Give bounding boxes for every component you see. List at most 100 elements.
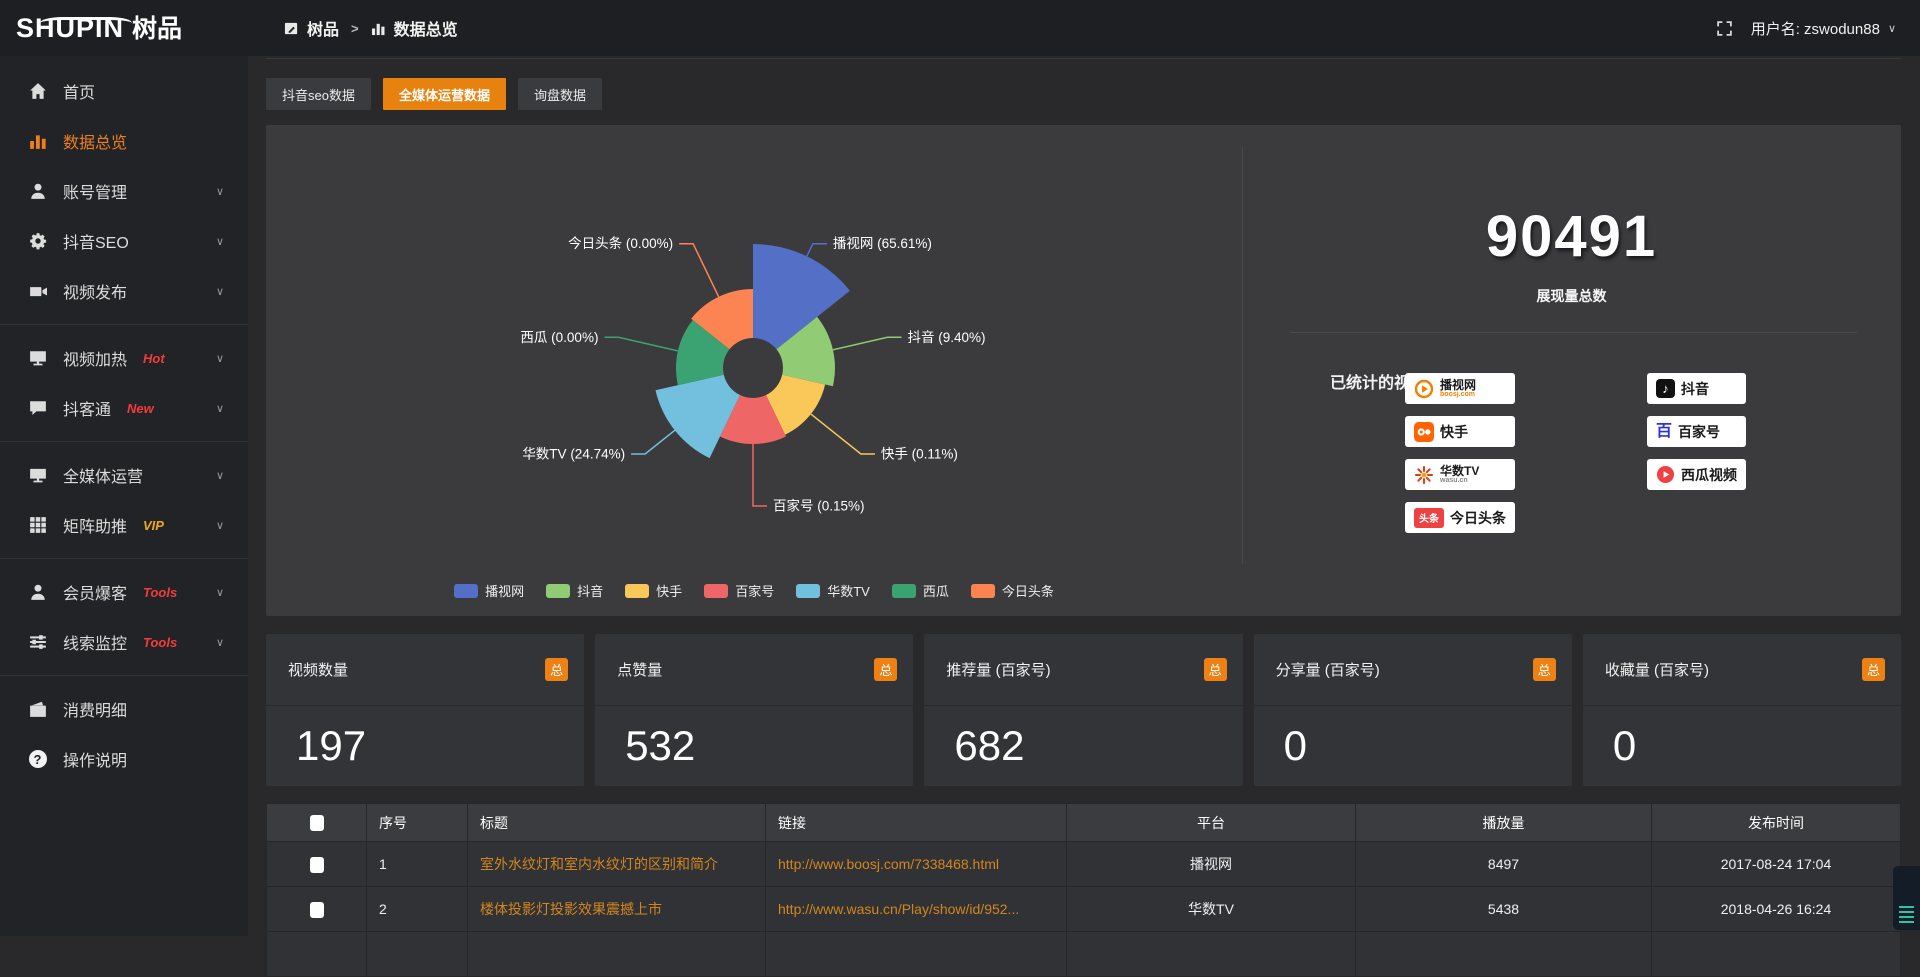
- sidebar-item-label: 视频加热: [63, 346, 127, 370]
- legend-swatch: [796, 584, 820, 598]
- breadcrumb-root[interactable]: 树品: [307, 16, 339, 40]
- douyin-logo-icon: ♪: [1656, 379, 1675, 398]
- legend-item-今日头条[interactable]: 今日头条: [971, 581, 1054, 600]
- pie-label-line: [631, 430, 675, 454]
- rose-chart-svg: 播视网 (65.61%)抖音 (9.40%)快手 (0.11%)百家号 (0.1…: [266, 125, 1242, 616]
- pie-label-line: [811, 414, 875, 454]
- cell-title-link[interactable]: 楼体投影灯投影效果震撼上市: [480, 901, 662, 917]
- sidebar-item-账号管理[interactable]: 账号管理∨: [0, 166, 248, 216]
- cell-link-link[interactable]: http://www.wasu.cn/Play/show/id/952...: [778, 901, 1019, 917]
- platform-badges-right: ♪抖音百百家号西瓜视频: [1647, 373, 1746, 490]
- column-header-标题: 标题: [468, 804, 766, 842]
- cell-index: [367, 932, 468, 977]
- stat-card-header: 推荐量 (百家号)总: [924, 634, 1242, 706]
- chevron-down-icon[interactable]: ∨: [1888, 22, 1896, 35]
- sidebar-item-视频发布[interactable]: 视频发布∨: [0, 266, 248, 316]
- grid-icon: [28, 516, 47, 535]
- stat-card-title: 点赞量: [617, 659, 662, 680]
- tab-询盘数据[interactable]: 询盘数据: [518, 78, 602, 110]
- chevron-down-icon: ∨: [216, 586, 224, 599]
- chart-legend: 播视网 抖音 快手 百家号 华数TV 西瓜 今日头条: [266, 581, 1242, 600]
- platform-badge-抖音: ♪抖音: [1647, 373, 1746, 404]
- sidebar-item-首页[interactable]: 首页: [0, 66, 248, 116]
- column-header-发布时间: 发布时间: [1652, 804, 1901, 842]
- cell-link-link[interactable]: http://www.boosj.com/7338468.html: [778, 856, 999, 872]
- table-header-row: 序号标题链接平台播放量发布时间: [267, 804, 1901, 842]
- stat-card-分享量 (百家号): 分享量 (百家号)总0: [1254, 634, 1572, 786]
- app-logo[interactable]: SHUPIN 树品: [0, 15, 248, 42]
- row-checkbox[interactable]: [310, 857, 324, 873]
- sidebar-item-badge: New: [127, 401, 154, 416]
- monitor-icon: [28, 349, 47, 368]
- table-body: 1 室外水纹灯和室内水纹灯的区别和简介 http://www.boosj.com/7…: [267, 842, 1901, 977]
- help-icon: ?: [29, 750, 47, 768]
- logo-text-cn: 树品: [132, 17, 182, 42]
- tab-全媒体运营数据[interactable]: 全媒体运营数据: [383, 78, 506, 110]
- cell-time: 2018-04-26 16:24: [1652, 887, 1901, 932]
- cell-title-link[interactable]: 室外水纹灯和室内水纹灯的区别和简介: [480, 856, 718, 872]
- legend-label: 华数TV: [827, 581, 870, 600]
- stat-card-value: 532: [595, 706, 913, 770]
- sidebar-item-数据总览[interactable]: 数据总览: [0, 116, 248, 166]
- username[interactable]: 用户名: zswodun88: [1751, 18, 1880, 39]
- row-checkbox[interactable]: [310, 902, 324, 918]
- cell-index: 2: [367, 887, 468, 932]
- sidebar-item-全媒体运营[interactable]: 全媒体运营∨: [0, 450, 248, 500]
- pie-label: 百家号 (0.15%): [773, 498, 865, 514]
- tab-抖音seo数据[interactable]: 抖音seo数据: [266, 78, 371, 110]
- legend-item-西瓜[interactable]: 西瓜: [892, 581, 949, 600]
- sidebar-divider: [0, 675, 248, 676]
- fullscreen-icon[interactable]: [1716, 20, 1733, 37]
- legend-item-播视网[interactable]: 播视网: [454, 581, 524, 600]
- cell-link: http://www.wasu.cn/Play/show/id/952...: [766, 887, 1067, 932]
- legend-item-华数TV[interactable]: 华数TV: [796, 581, 870, 600]
- pie-slice-华数TV[interactable]: [656, 375, 741, 458]
- platform-name: 快手: [1440, 422, 1468, 442]
- legend-item-百家号[interactable]: 百家号: [704, 581, 774, 600]
- floating-widget[interactable]: [1893, 866, 1920, 930]
- sidebar-divider: [0, 441, 248, 442]
- legend-item-抖音[interactable]: 抖音: [546, 581, 603, 600]
- platform-badge-今日头条: 头条今日头条: [1405, 502, 1515, 533]
- legend-label: 快手: [656, 581, 682, 600]
- sidebar-item-label: 消费明细: [63, 697, 127, 721]
- total-badge: 总: [1204, 658, 1227, 681]
- platform-badge-百家号: 百百家号: [1647, 416, 1746, 447]
- chevron-down-icon: ∨: [216, 636, 224, 649]
- sidebar-divider: [0, 558, 248, 559]
- chevron-down-icon: ∨: [216, 402, 224, 415]
- sidebar-item-操作说明[interactable]: ?操作说明: [0, 734, 248, 784]
- legend-label: 抖音: [577, 581, 603, 600]
- total-badge: 总: [1862, 658, 1885, 681]
- legend-item-快手[interactable]: 快手: [625, 581, 682, 600]
- sidebar-item-label: 矩阵助推: [63, 513, 127, 537]
- pie-label: 播视网 (65.61%): [833, 236, 932, 251]
- platform-badge-西瓜视频: 西瓜视频: [1647, 459, 1746, 490]
- home-icon: [28, 82, 47, 101]
- pie-label: 今日头条 (0.00%): [568, 235, 673, 251]
- platform-sub: wasu.cn: [1440, 477, 1479, 484]
- platform-name: 西瓜视频: [1681, 465, 1737, 485]
- table-row: [267, 932, 1901, 977]
- legend-label: 百家号: [735, 581, 774, 600]
- sidebar-item-抖音SEO[interactable]: 抖音SEO∨: [0, 216, 248, 266]
- summary-divider: [1290, 332, 1857, 333]
- pie-label: 抖音 (9.40%): [908, 329, 986, 345]
- sidebar-item-消费明细[interactable]: 消费明细: [0, 684, 248, 734]
- cell-plays: 5438: [1356, 887, 1652, 932]
- cell-index: 1: [367, 842, 468, 887]
- stat-card-value: 682: [924, 706, 1242, 770]
- sidebar-item-label: 全媒体运营: [63, 463, 143, 487]
- cell-time: 2017-08-24 17:04: [1652, 842, 1901, 887]
- select-all-checkbox[interactable]: [310, 815, 324, 831]
- row-checkbox-cell: [267, 932, 367, 977]
